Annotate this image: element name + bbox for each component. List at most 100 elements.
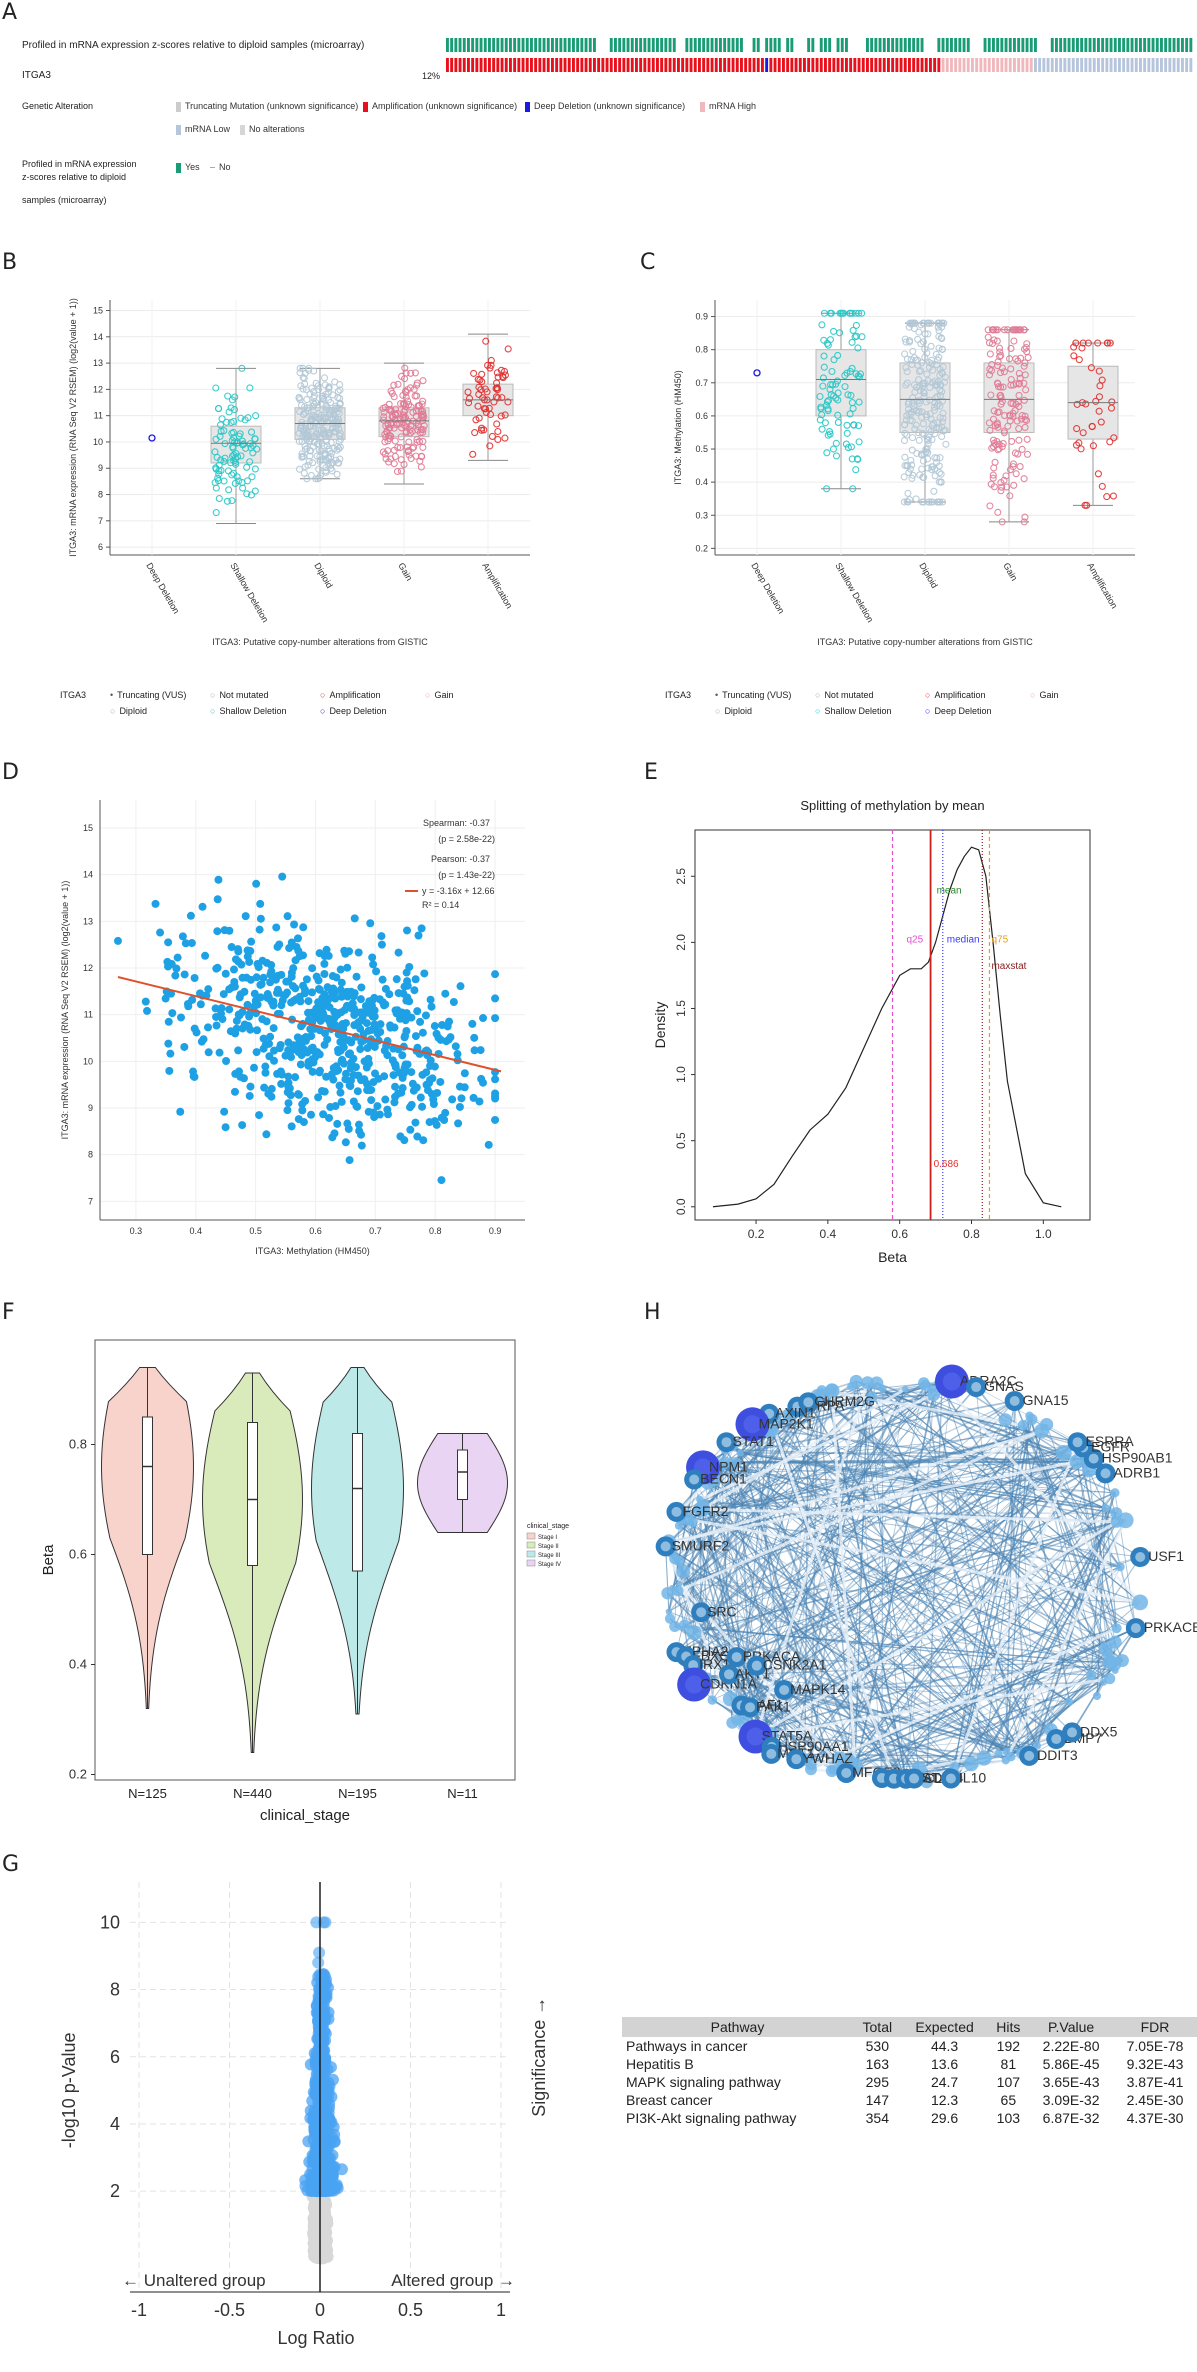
data-point [998, 483, 1006, 491]
data-point [491, 994, 500, 1003]
data-point [818, 411, 826, 419]
data-point [414, 931, 423, 940]
alteration-cell [689, 58, 693, 72]
data-point [299, 923, 308, 932]
mean-label: mean [937, 885, 962, 896]
alteration-cell [1160, 58, 1163, 72]
data-point [437, 1176, 446, 1185]
data-point [313, 1946, 326, 1959]
profiled-cell [882, 38, 886, 52]
col-hits: Hits [987, 2017, 1030, 2037]
profiled-cell [1113, 38, 1117, 52]
data-point [295, 394, 303, 402]
data-point [457, 1094, 466, 1103]
network-edge [768, 1429, 985, 1759]
data-point [1000, 368, 1008, 376]
data-point [919, 473, 927, 481]
data-point [300, 469, 308, 477]
data-point [1079, 339, 1087, 347]
data-point [432, 1120, 441, 1129]
network-edge [855, 1381, 883, 1779]
cell: 44.3 [930, 2038, 959, 2054]
network-h: ADRA2CGNASGNA15SIRPACHRM2GAXIN1MAP2K1STA… [655, 1364, 1197, 1789]
data-point [262, 1130, 271, 1139]
x-tick-label: 0 [315, 2300, 325, 2320]
alteration-cell [996, 58, 1000, 72]
network-edge [1076, 1461, 1115, 1665]
profiled-legend-line-1: Profiled in mRNA expression [22, 159, 137, 169]
data-point [267, 961, 276, 970]
y-tick-label: 14 [83, 870, 93, 880]
data-point [288, 1045, 297, 1054]
data-point [316, 2144, 329, 2157]
data-point [1023, 348, 1031, 356]
alteration-cell [761, 58, 764, 72]
data-point [911, 319, 919, 327]
data-point [215, 494, 223, 503]
data-point [1107, 404, 1116, 412]
profiled-cell [534, 38, 538, 52]
data-point [363, 1044, 372, 1053]
data-point [164, 1017, 173, 1026]
data-point [328, 459, 336, 467]
legend-item: ○ Gain [425, 690, 453, 700]
data-point [504, 345, 512, 353]
data-point [1109, 492, 1117, 500]
data-point [818, 425, 826, 433]
genetic-alteration-label: Genetic Alteration [22, 101, 94, 111]
alteration-cell [597, 58, 601, 72]
network-edge [728, 1391, 828, 1675]
data-point [164, 938, 173, 947]
data-point [388, 421, 396, 429]
data-point [320, 1040, 329, 1049]
data-point [399, 400, 407, 408]
network-edge [736, 1656, 915, 1779]
data-point [906, 319, 914, 327]
profiled-cell [723, 38, 727, 52]
data-point [906, 465, 914, 473]
profiled-cell [1139, 38, 1142, 52]
data-point [430, 1022, 439, 1031]
data-point [989, 471, 997, 479]
q25-label: q25 [907, 934, 924, 945]
network-node [1101, 1504, 1110, 1513]
data-point [255, 925, 264, 934]
profiled-cell [1013, 38, 1016, 52]
cell: 13.6 [930, 2056, 959, 2072]
data-point [230, 977, 239, 986]
data-point [325, 445, 333, 453]
data-point [1020, 396, 1028, 404]
network-node [693, 1501, 709, 1517]
profiled-cell [945, 38, 949, 52]
data-point [818, 321, 826, 329]
data-point [324, 460, 332, 468]
data-point [256, 899, 265, 908]
data-point [387, 387, 395, 395]
profiled-cell [639, 38, 643, 52]
data-point [491, 1075, 500, 1084]
data-point [986, 502, 994, 510]
data-point [220, 427, 228, 435]
profiled-cell [1076, 38, 1079, 52]
profiled-cell [828, 38, 832, 52]
data-point [336, 1046, 345, 1055]
profiled-cell [912, 38, 916, 52]
profiled-cell [643, 38, 647, 52]
profiled-cell [467, 38, 470, 52]
alteration-cell [446, 58, 449, 72]
alteration-cell [614, 58, 617, 72]
data-point [392, 975, 401, 984]
data-point [460, 1083, 469, 1092]
network-node [1055, 1444, 1072, 1461]
data-point [238, 973, 247, 982]
network-edge [740, 1452, 1126, 1521]
y-axis-title: ITGA3: mRNA expression (RNA Seq V2 RSEM)… [60, 881, 70, 1140]
alteration-cell [744, 58, 748, 72]
x-tick-label: 0.8 [429, 1226, 442, 1236]
data-point [287, 972, 296, 981]
profiled-cell [664, 38, 668, 52]
legend-item: ○ Not mutated [210, 690, 268, 700]
network-edge [700, 1507, 1117, 1524]
data-point [316, 2156, 329, 2169]
